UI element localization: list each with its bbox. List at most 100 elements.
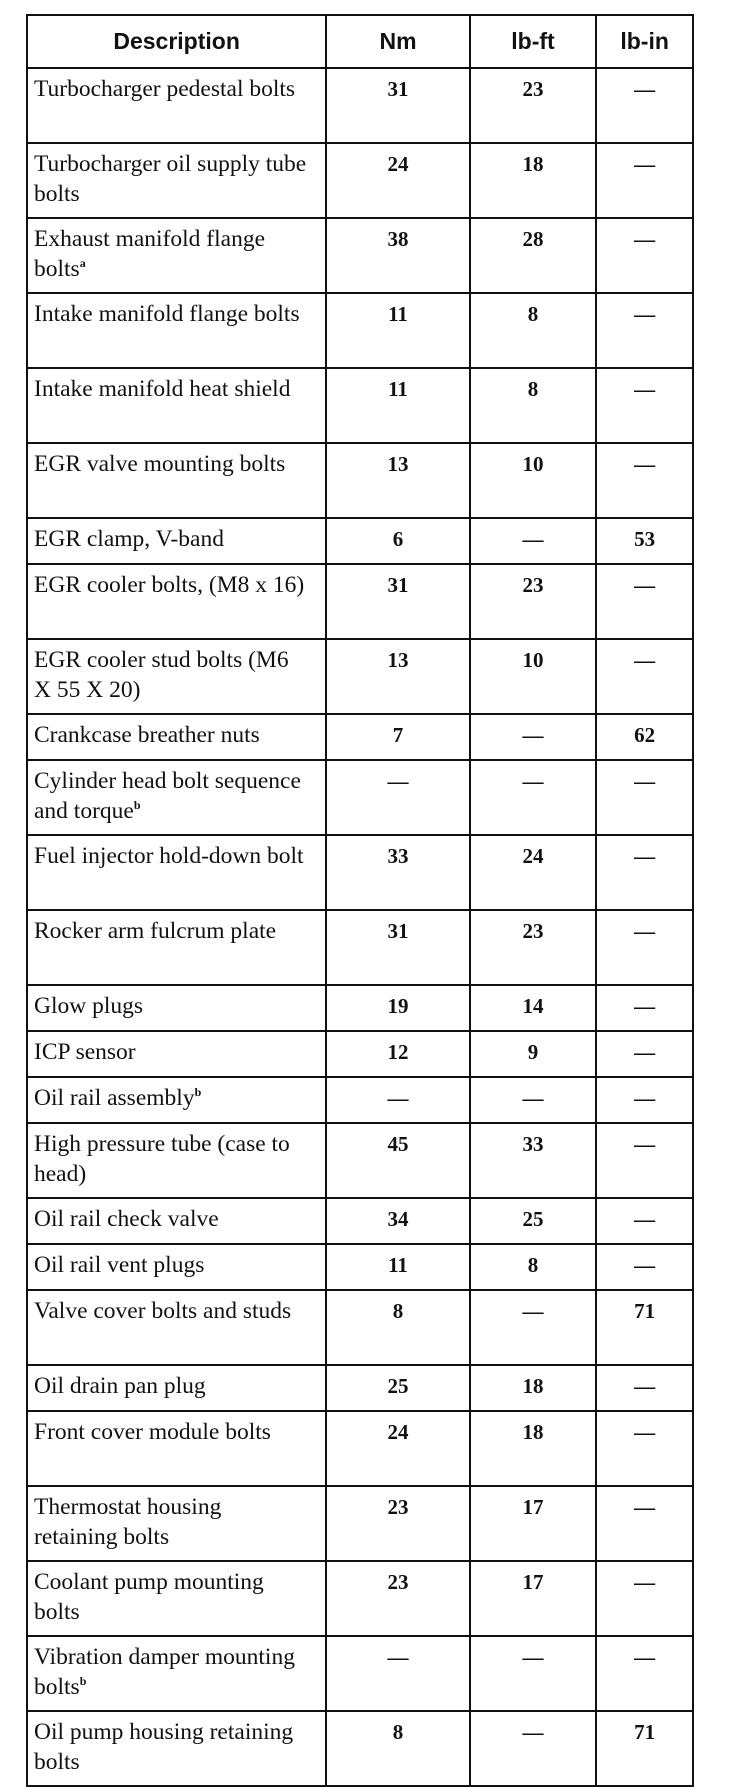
cell-lb-ft: 10 [468, 442, 598, 519]
table-row: Exhaust manifold flange boltsa 38 28— [25, 217, 694, 294]
cell-lb-ft: 9 [468, 1030, 598, 1078]
table-row: EGR cooler bolts, (M8 x 16) 31 23— [25, 563, 694, 640]
description-text: Intake manifold flange bolts [34, 301, 300, 327]
table-row: Glow plugs 19 14— [25, 984, 694, 1032]
cell-lb-ft: — [468, 1289, 598, 1366]
cell-lb-in: — [595, 217, 694, 294]
cell-lb-in: — [595, 1410, 694, 1487]
table-row: Intake manifold flange bolts 11 8— [25, 292, 694, 369]
cell-description: Fuel injector hold-down bolt [25, 834, 328, 911]
cell-lb-ft: 33 [468, 1122, 598, 1199]
description-text: Oil rail assembly [34, 1085, 195, 1111]
description-text: Cylinder head bolt sequence and torque [34, 768, 301, 824]
description-text: Fuel injector hold-down bolt [34, 843, 304, 869]
cell-nm: 31 [325, 67, 471, 144]
cell-lb-ft: 8 [468, 1243, 598, 1291]
footnote-marker: b [194, 1085, 202, 1099]
header-lb-ft: lb-ft [468, 14, 598, 69]
cell-description: Rocker arm fulcrum plate [25, 909, 328, 986]
table-row: Front cover module bolts 24 18— [25, 1410, 694, 1487]
table-row: Oil pump housing retaining bolts 8—71 [25, 1710, 694, 1787]
description-text: Oil rail check valve [34, 1206, 219, 1232]
cell-lb-in: — [595, 1635, 694, 1712]
cell-lb-ft: 28 [468, 217, 598, 294]
cell-nm: 13 [325, 442, 471, 519]
cell-nm: 31 [325, 563, 471, 640]
description-text: Thermostat housing retaining bolts [34, 1494, 222, 1550]
table-row: Oil drain pan plug 25 18— [25, 1364, 694, 1412]
cell-nm: 11 [325, 292, 471, 369]
cell-nm: — [325, 1076, 471, 1124]
cell-lb-in: — [595, 909, 694, 986]
description-text: EGR clamp, V-band [34, 526, 224, 552]
cell-lb-in: — [595, 1030, 694, 1078]
cell-description: High pressure tube (case to head) [25, 1122, 328, 1199]
description-text: Turbocharger pedestal bolts [34, 76, 296, 102]
cell-nm: 25 [325, 1364, 471, 1412]
table-row: Oil rail check valve 34 25— [25, 1197, 694, 1245]
cell-description: Oil rail check valve [25, 1197, 328, 1245]
cell-lb-ft: 24 [468, 834, 598, 911]
cell-lb-in: — [595, 442, 694, 519]
cell-description: Thermostat housing retaining bolts [25, 1485, 328, 1562]
cell-description: Oil drain pan plug [25, 1364, 328, 1412]
footnote-marker: a [79, 256, 86, 270]
torque-specifications-table: Description Nm lb-ft lb-in Turbocharger … [25, 14, 694, 1787]
cell-lb-in: — [595, 1197, 694, 1245]
cell-lb-ft: 23 [468, 563, 598, 640]
cell-nm: 19 [325, 984, 471, 1032]
header-description: Description [25, 14, 328, 69]
cell-lb-in: — [595, 1122, 694, 1199]
cell-lb-ft: — [468, 1076, 598, 1124]
cell-description: Exhaust manifold flange boltsa [25, 217, 328, 294]
header-lb-in: lb-in [595, 14, 694, 69]
cell-description: ICP sensor [25, 1030, 328, 1078]
cell-nm: 8 [325, 1289, 471, 1366]
cell-lb-in: — [595, 367, 694, 444]
cell-nm: — [325, 759, 471, 836]
cell-nm: 24 [325, 1410, 471, 1487]
description-text: High pressure tube (case to head) [34, 1131, 290, 1187]
cell-lb-ft: 18 [468, 1410, 598, 1487]
header-nm: Nm [325, 14, 471, 69]
cell-description: Intake manifold heat shield [25, 367, 328, 444]
cell-lb-ft: 8 [468, 292, 598, 369]
header-row: Description Nm lb-ft lb-in [25, 14, 694, 69]
cell-lb-in: — [595, 1364, 694, 1412]
cell-lb-ft: — [468, 517, 598, 565]
table-row: ICP sensor 12 9— [25, 1030, 694, 1078]
cell-nm: 23 [325, 1485, 471, 1562]
cell-lb-ft: 14 [468, 984, 598, 1032]
cell-description: Valve cover bolts and studs [25, 1289, 328, 1366]
table-row: Vibration damper mounting boltsb — — — [25, 1635, 694, 1712]
cell-nm: 12 [325, 1030, 471, 1078]
cell-lb-in: — [595, 67, 694, 144]
cell-lb-in: — [595, 834, 694, 911]
table-row: Valve cover bolts and studs 8—71 [25, 1289, 694, 1366]
cell-lb-in: — [595, 1560, 694, 1637]
cell-nm: 13 [325, 638, 471, 715]
cell-lb-in: — [595, 759, 694, 836]
cell-description: Front cover module bolts [25, 1410, 328, 1487]
cell-nm: 11 [325, 1243, 471, 1291]
cell-lb-in: — [595, 142, 694, 219]
table-row: Rocker arm fulcrum plate 31 23— [25, 909, 694, 986]
cell-lb-in: — [595, 638, 694, 715]
cell-description: Turbocharger pedestal bolts [25, 67, 328, 144]
cell-description: EGR cooler stud bolts (M6 X 55 X 20) [25, 638, 328, 715]
cell-lb-in: 62 [595, 713, 694, 761]
cell-nm: 7 [325, 713, 471, 761]
description-text: Coolant pump mounting bolts [34, 1569, 264, 1625]
description-text: Oil pump housing retaining bolts [34, 1719, 294, 1775]
cell-nm: 31 [325, 909, 471, 986]
cell-nm: — [325, 1635, 471, 1712]
cell-lb-ft: 23 [468, 67, 598, 144]
cell-description: Glow plugs [25, 984, 328, 1032]
cell-lb-ft: 25 [468, 1197, 598, 1245]
cell-description: Intake manifold flange bolts [25, 292, 328, 369]
cell-description: EGR valve mounting bolts [25, 442, 328, 519]
table-row: Oil rail vent plugs 11 8— [25, 1243, 694, 1291]
table-row: EGR clamp, V-band 6—53 [25, 517, 694, 565]
table-row: Oil rail assemblyb — — — [25, 1076, 694, 1124]
cell-lb-ft: — [468, 713, 598, 761]
